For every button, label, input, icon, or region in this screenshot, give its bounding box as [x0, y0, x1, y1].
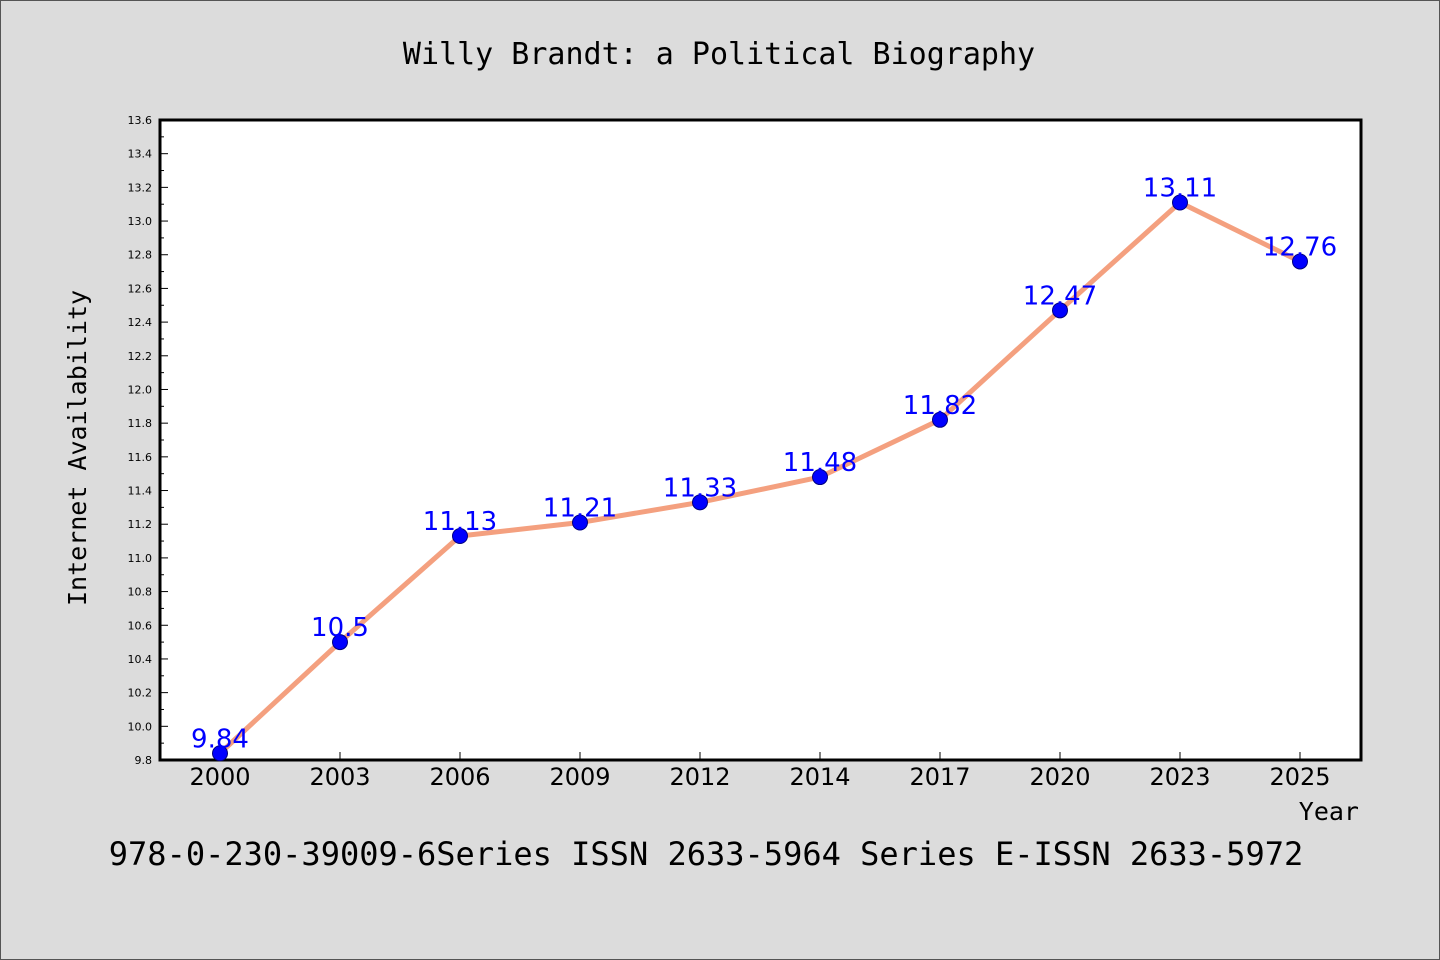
- y-tick-label: 10.0: [128, 720, 153, 733]
- x-tick-label: 2025: [1269, 763, 1330, 791]
- y-tick-label: 10.8: [128, 586, 153, 599]
- data-point: [1052, 302, 1068, 319]
- y-tick-label: 11.8: [128, 417, 153, 430]
- data-point: [452, 528, 468, 544]
- y-tick-label: 11.4: [128, 485, 153, 498]
- data-point: [1172, 194, 1188, 211]
- y-tick-label: 12.0: [128, 383, 153, 396]
- x-axis-label: Year: [1299, 797, 1359, 826]
- data-label: 11.82: [903, 391, 977, 421]
- x-tick-label: 2014: [789, 763, 850, 791]
- data-point: [932, 411, 948, 428]
- data-label: 11.21: [543, 494, 617, 524]
- x-axis: 2000 2003 2006 2009 2012 2014 2017 2020 2023 2025: [189, 752, 1331, 791]
- y-tick-label: 12.2: [128, 350, 153, 363]
- series-line: [212, 194, 1308, 762]
- y-tick-label: 13.0: [128, 215, 153, 228]
- data-label: 11.48: [783, 448, 857, 478]
- data-label: 11.13: [423, 507, 497, 537]
- y-tick-label: 12.6: [128, 282, 153, 295]
- data-label: 13.11: [1143, 174, 1217, 204]
- x-tick-label: 2000: [189, 763, 250, 791]
- data-point: [212, 745, 228, 762]
- y-tick-label: 9.8: [135, 754, 153, 767]
- y-tick-label: 13.2: [128, 181, 153, 194]
- y-axis-label: Internet Availability: [63, 290, 92, 606]
- x-tick-label: 2023: [1149, 763, 1210, 791]
- data-label: 9.84: [191, 724, 249, 754]
- data-labels: 9.84 10.5 11.13 11.21 11.33 11.48 11.82 12.47 13…: [191, 174, 1337, 755]
- y-tick-label: 11.0: [128, 552, 153, 565]
- x-tick-label: 2020: [1029, 763, 1090, 791]
- y-tick-label: 10.2: [128, 687, 153, 700]
- data-label: 10.5: [311, 613, 369, 643]
- y-tick-label: 10.4: [128, 653, 153, 666]
- series-polyline: [217, 200, 1303, 756]
- x-tick-label: 2017: [909, 763, 970, 791]
- y-tick-label: 13.6: [128, 114, 153, 127]
- y-axis: 9.8 10.0 10.2 10.4 10.6 10.8 11.0 11.2 11.4 11.6 1…: [128, 114, 168, 767]
- chart-title: Willy Brandt: a Political Biography: [403, 37, 1035, 72]
- footer-isbn: 978-0-230-39009-6Series ISSN 2633-5964 S…: [109, 835, 1303, 873]
- y-tick-label: 12.8: [128, 249, 153, 262]
- x-tick-label: 2003: [309, 763, 370, 791]
- data-point: [692, 494, 708, 511]
- data-point: [1292, 253, 1308, 270]
- data-label: 11.33: [663, 473, 737, 503]
- x-tick-label: 2012: [669, 763, 730, 791]
- plot-area: [158, 118, 1363, 762]
- y-tick-label: 13.4: [128, 148, 153, 161]
- data-point: [572, 514, 588, 531]
- data-point: [812, 469, 828, 486]
- data-point: [332, 634, 348, 651]
- data-label: 12.47: [1023, 281, 1097, 311]
- y-tick-label: 11.2: [128, 518, 153, 531]
- data-label: 12.76: [1263, 232, 1337, 262]
- y-tick-label: 10.6: [128, 619, 153, 632]
- x-tick-label: 2006: [429, 763, 490, 791]
- x-tick-label: 2009: [549, 763, 610, 791]
- y-tick-label: 11.6: [128, 451, 153, 464]
- y-tick-label: 12.4: [128, 316, 153, 329]
